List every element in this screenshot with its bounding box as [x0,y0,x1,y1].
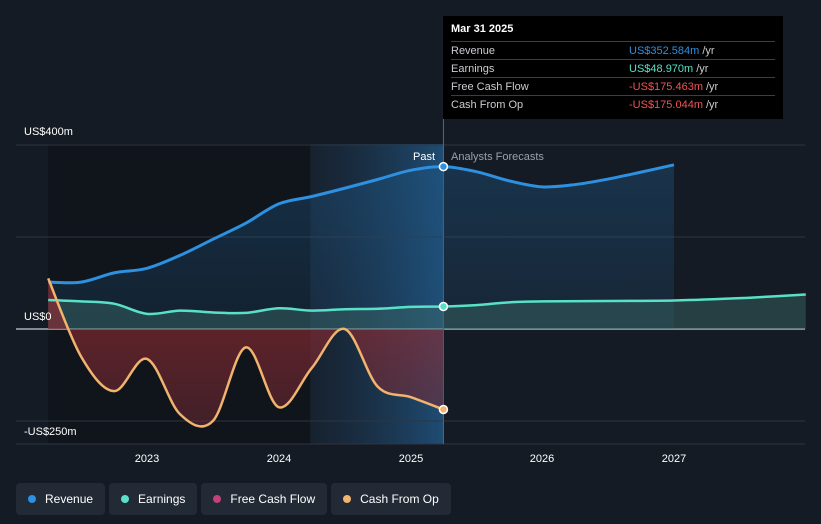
tooltip-value: US$48.970m [629,62,694,75]
x-tick-label: 2026 [530,453,554,465]
tooltip-row-revenue: Revenue US$352.584m /yr [451,41,775,59]
earnings-area [48,294,806,329]
forecast-label: Analysts Forecasts [451,151,544,163]
tooltip-unit: /yr [702,44,715,57]
past-label: Past [413,151,435,163]
x-tick-label: 2025 [399,453,423,465]
legend-label: Free Cash Flow [230,492,316,506]
tooltip-unit: /yr [706,80,719,93]
tooltip-row-earnings: Earnings US$48.970m /yr [451,59,775,77]
tooltip-row-cfo: Cash From Op -US$175.044m /yr [451,95,775,113]
tooltip: Mar 31 2025 Revenue US$352.584m /yr Earn… [443,16,783,119]
data-point-marker [438,161,449,172]
earnings-line [48,293,806,316]
legend-label: Revenue [45,492,94,506]
data-point-marker [438,404,449,415]
legend-label: Earnings [138,492,186,506]
tooltip-unit: /yr [696,62,709,75]
legend-item-free-cash-flow[interactable]: Free Cash Flow [201,483,328,515]
y-tick-bottom: -US$250m [24,426,77,438]
y-tick-top: US$400m [24,126,73,138]
legend-label: Cash From Op [360,492,439,506]
tooltip-value: -US$175.463m [629,80,703,93]
cash-from-op-area [48,278,444,427]
tooltip-label: Earnings [451,62,495,75]
tooltip-label: Revenue [451,44,496,57]
legend-item-revenue[interactable]: Revenue [16,483,106,515]
tooltip-unit: /yr [706,98,719,111]
tooltip-value: US$352.584m [629,44,700,57]
x-tick-label: 2024 [267,453,291,465]
cash-from-op-dot-icon [343,495,352,503]
tooltip-label: Cash From Op [451,98,524,111]
earnings-dot-icon [121,495,130,503]
tooltip-row-fcf: Free Cash Flow -US$175.463m /yr [451,77,775,95]
tooltip-value: -US$175.044m [629,98,703,111]
revenue-area [48,164,674,329]
tooltip-date: Mar 31 2025 [451,23,514,35]
legend-item-earnings[interactable]: Earnings [109,483,198,515]
x-tick-label: 2023 [135,453,159,465]
y-tick-zero: US$0 [24,311,52,323]
revenue-dot-icon [28,495,36,503]
cash-from-op-line [47,277,444,428]
data-point-marker [438,301,449,312]
free-cash-flow-dot-icon [213,495,222,503]
tooltip-label: Free Cash Flow [451,80,529,93]
legend-item-cash-from-op[interactable]: Cash From Op [331,483,451,515]
legend: Revenue Earnings Free Cash Flow Cash Fro… [16,483,451,515]
revenue-line [48,163,675,285]
x-tick-label: 2027 [662,453,686,465]
